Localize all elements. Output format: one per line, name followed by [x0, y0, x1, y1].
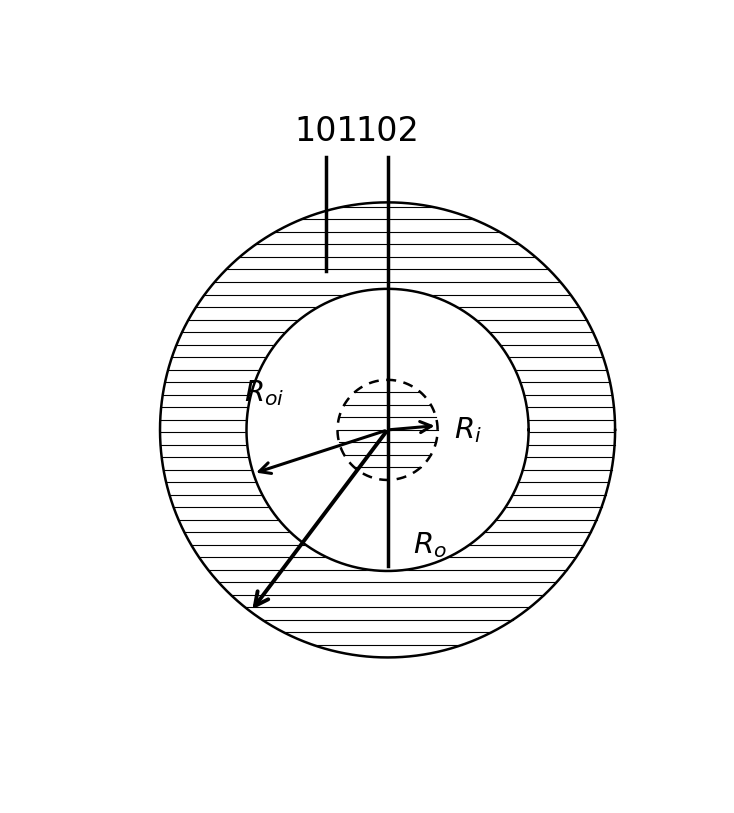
Text: 101: 101: [294, 115, 358, 148]
Circle shape: [160, 202, 615, 658]
Circle shape: [247, 289, 528, 571]
Text: $R_i$: $R_i$: [454, 415, 482, 445]
Text: 102: 102: [355, 115, 420, 148]
Text: $R_{oi}$: $R_{oi}$: [244, 379, 285, 408]
Text: $R_o$: $R_o$: [413, 530, 446, 560]
